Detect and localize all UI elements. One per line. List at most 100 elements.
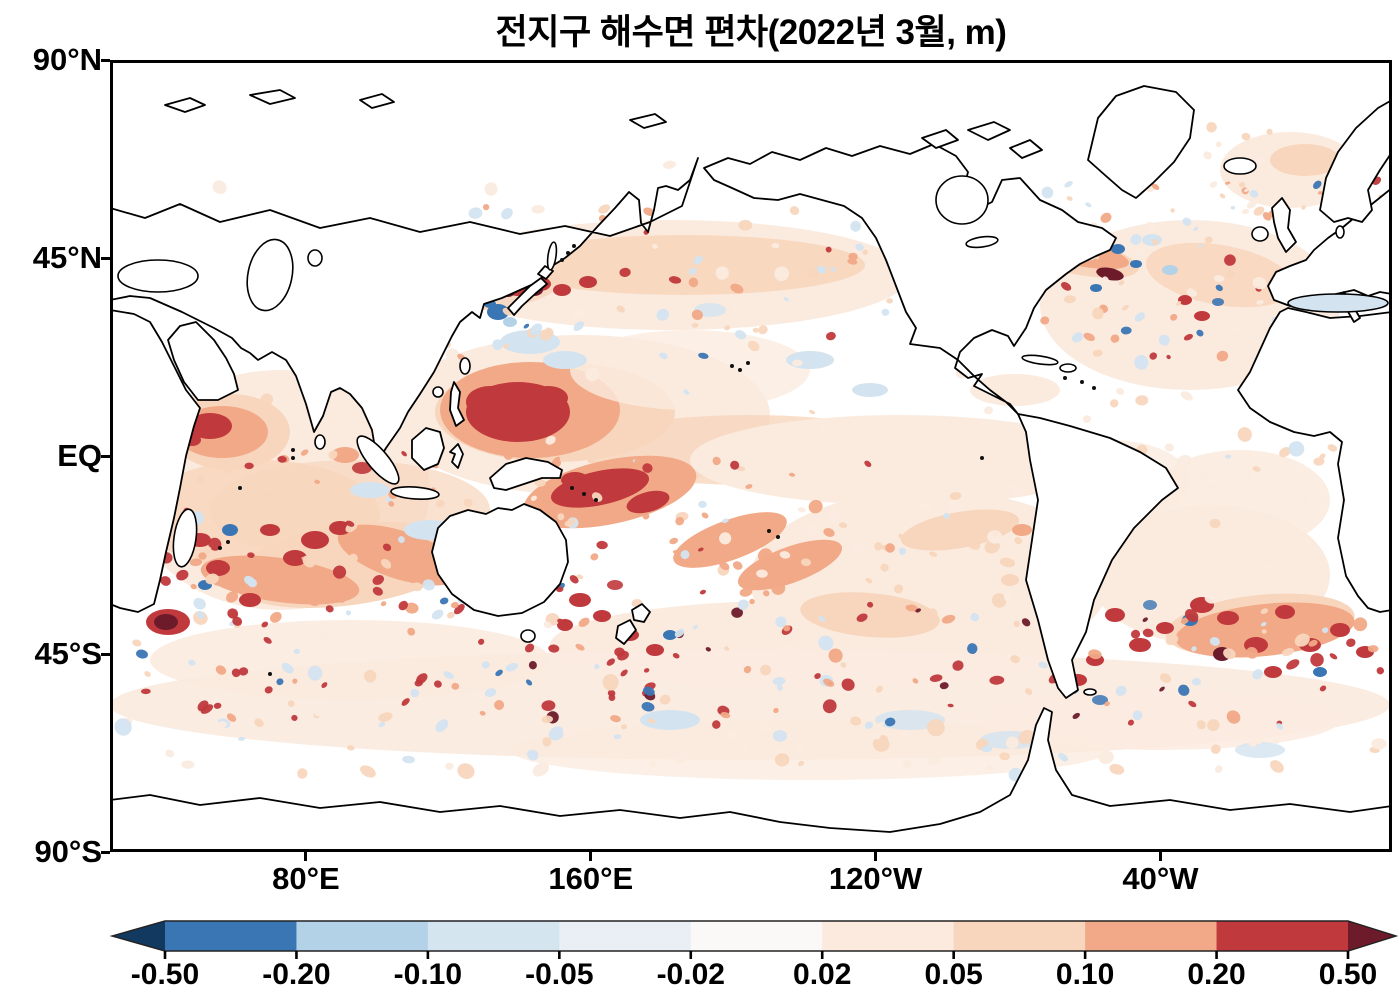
anomaly-blob [206, 560, 230, 576]
anomaly-blob [774, 753, 790, 767]
anomaly-blob [1142, 628, 1154, 638]
anomaly-blob [495, 669, 503, 677]
anomaly-blob [1209, 518, 1221, 529]
anomaly-blob [1072, 712, 1080, 719]
anomaly-blob [1301, 205, 1306, 210]
anomaly-blob [760, 664, 772, 676]
anomaly-blob [1014, 536, 1022, 545]
anomaly-blob [1233, 324, 1243, 333]
inland-sea [935, 175, 989, 225]
anomaly-blob [999, 752, 1011, 761]
landmass [1237, 307, 1392, 613]
x-axis-tick [874, 852, 878, 861]
colorbar [109, 920, 1399, 959]
anomaly-blob [165, 749, 175, 758]
anomaly-blob [980, 690, 1340, 750]
small-island-dot [1080, 380, 1084, 384]
anomaly-blob [1281, 149, 1289, 157]
anomaly-blob [1210, 744, 1221, 754]
anomaly-blob [1100, 212, 1112, 223]
anomaly-blob [1129, 638, 1151, 652]
landmass [249, 89, 296, 105]
anomaly-blob [297, 768, 308, 779]
x-axis-label: 80°E [272, 861, 340, 896]
anomaly-blob [1203, 151, 1212, 160]
anomaly-blob [349, 553, 358, 563]
anomaly-blob [331, 447, 359, 463]
anomaly-blob [1038, 661, 1048, 669]
island [1059, 363, 1077, 373]
anomaly-blob [808, 499, 823, 514]
anomaly-blob [283, 550, 307, 566]
anomaly-blob [1149, 352, 1158, 360]
colorbar-over-arrow [1348, 921, 1396, 951]
anomaly-blob [596, 540, 608, 550]
x-axis-label: 160°E [548, 861, 634, 896]
anomaly-blob [646, 644, 664, 656]
anomaly-blob [1330, 623, 1350, 637]
anomaly-blob [867, 601, 874, 608]
anomaly-blob [378, 712, 393, 722]
anomaly-blob [247, 578, 258, 588]
anomaly-blob [1160, 673, 1172, 684]
anomaly-blob [731, 607, 743, 618]
anomaly-blob [1243, 324, 1251, 330]
anomaly-blob [688, 277, 699, 288]
anomaly-blob [1041, 186, 1054, 199]
anomaly-blob [757, 548, 773, 563]
anomaly-blob [939, 682, 949, 690]
anomaly-blob [388, 501, 395, 507]
small-island-dot [560, 258, 564, 262]
anomaly-blob [760, 722, 772, 733]
anomaly-blob [530, 495, 537, 501]
anomaly-blob [642, 463, 653, 473]
anomaly-blob [227, 608, 239, 619]
small-island-dot [566, 251, 570, 255]
anomaly-blob [1180, 391, 1193, 401]
anomaly-blob [1226, 710, 1241, 724]
anomaly-blob [987, 530, 1003, 544]
anomaly-blob [1266, 128, 1273, 135]
anomaly-blob [1223, 648, 1236, 660]
small-island-dot [291, 448, 295, 452]
anomaly-blob [779, 551, 791, 559]
anomaly-blob [1299, 605, 1308, 614]
anomaly-blob [132, 639, 142, 647]
colorbar-tick-label: 0.50 [1318, 958, 1378, 991]
anomaly-blob [1166, 354, 1171, 360]
anomaly-blob [1083, 332, 1095, 342]
anomaly-blob [814, 673, 821, 680]
landmass [615, 619, 637, 645]
anomaly-blob [1109, 763, 1125, 775]
island [432, 386, 444, 398]
colorbar-tick-label: 0.02 [793, 958, 852, 991]
anomaly-blob [817, 265, 827, 274]
anomaly-blob [663, 630, 677, 640]
anomaly-blob [542, 450, 552, 458]
anomaly-blob [1118, 280, 1125, 286]
anomaly-blob [532, 762, 549, 777]
colorbar-segment [953, 921, 1086, 951]
anomaly-blob [643, 207, 655, 216]
inland-sea [965, 235, 999, 249]
anomaly-blob [372, 586, 383, 596]
anomaly-blob [852, 383, 888, 397]
anomaly-blob [724, 325, 731, 331]
anomaly-blob [1088, 649, 1102, 660]
anomaly-blob [1165, 634, 1179, 646]
anomaly-blob [1209, 181, 1218, 188]
anomaly-blob [188, 413, 232, 439]
coastlines [110, 85, 1392, 852]
anomaly-blob [688, 267, 697, 275]
anomaly-blob [587, 457, 595, 464]
anomaly-blob [503, 343, 509, 349]
anomaly-blob [378, 721, 386, 728]
landmass [1009, 139, 1043, 159]
anomaly-blob [649, 760, 657, 767]
anomaly-blob [641, 702, 655, 712]
anomaly-blob [345, 610, 352, 616]
anomaly-blob [967, 643, 978, 655]
anomaly-blob [1127, 719, 1134, 726]
anomaly-blob [705, 647, 711, 652]
colorbar-segment [1085, 921, 1218, 951]
